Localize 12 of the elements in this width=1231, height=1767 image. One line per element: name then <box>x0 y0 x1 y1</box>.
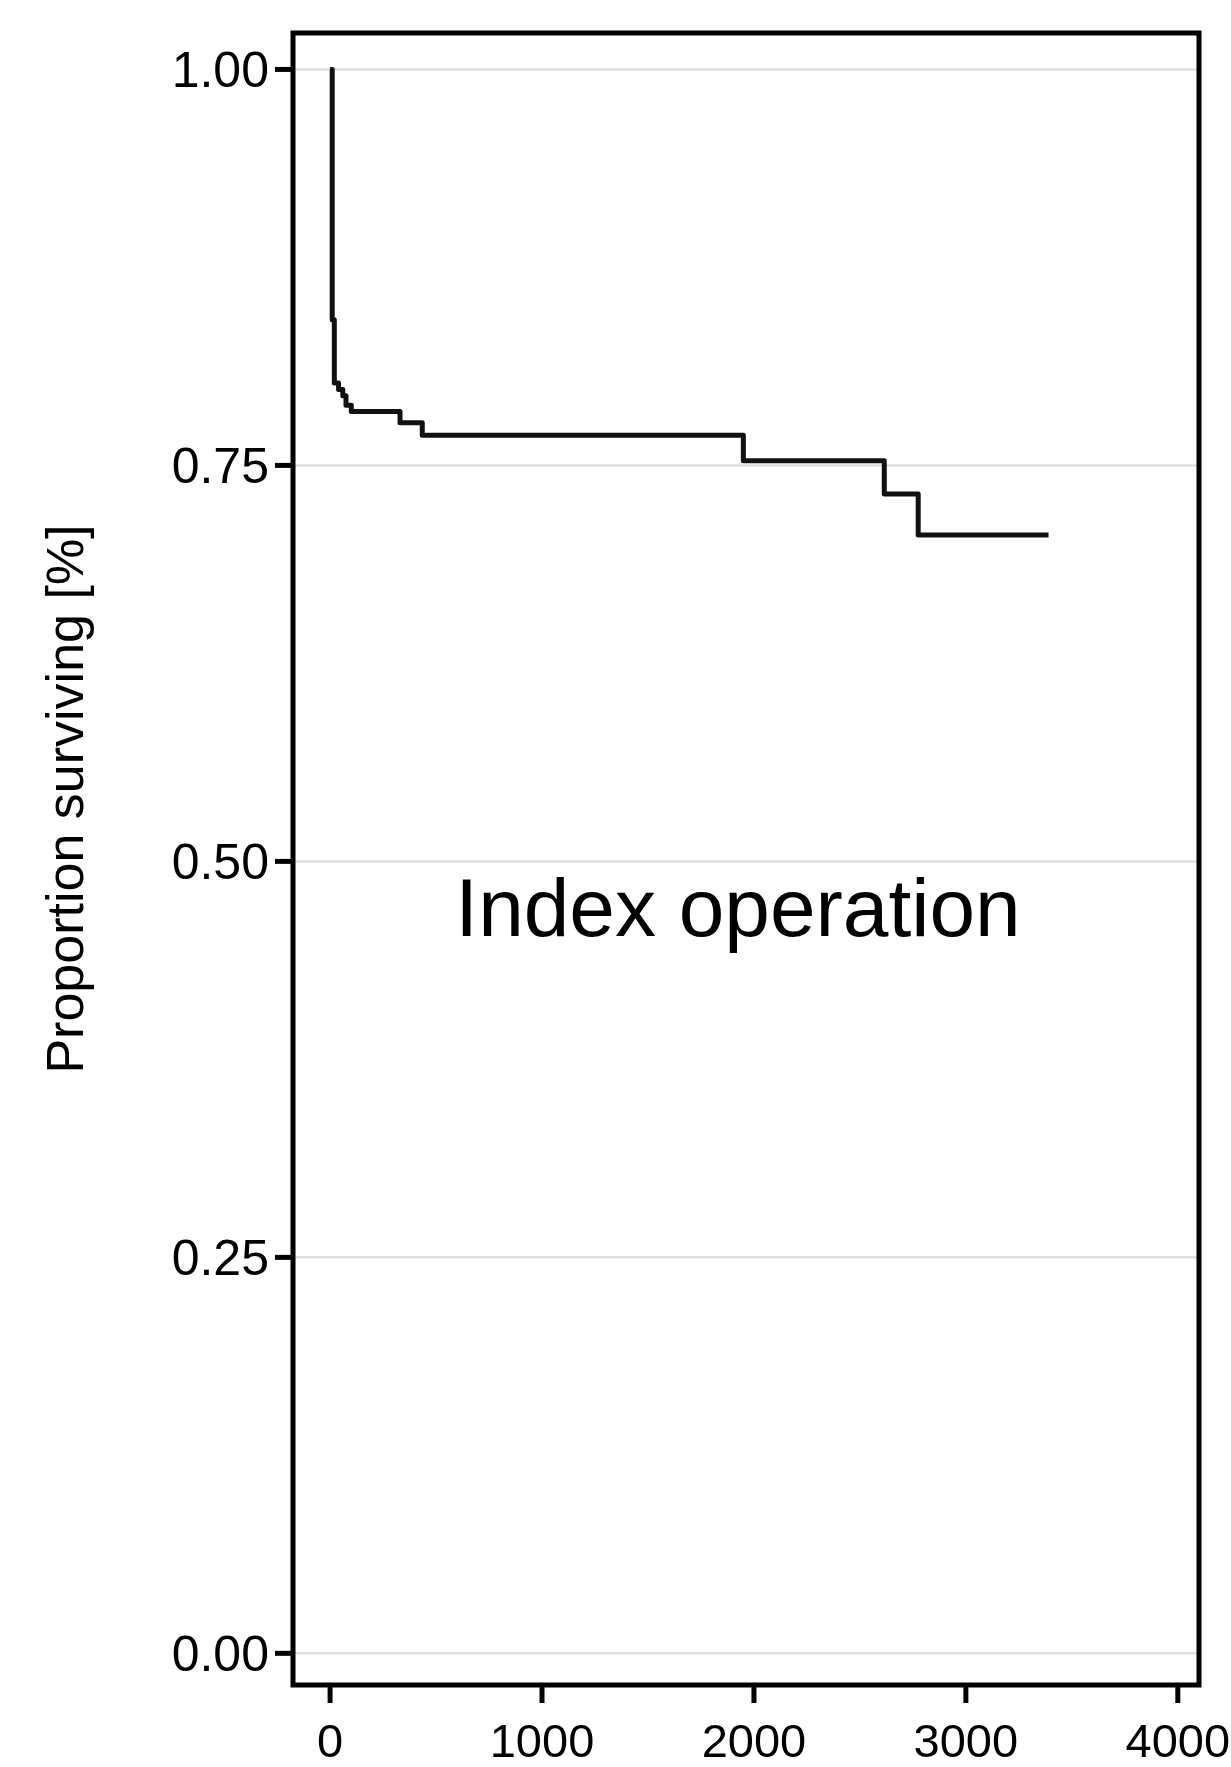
y-tick-label: 0.75 <box>171 437 269 494</box>
y-tick-label: 0.00 <box>171 1625 269 1682</box>
y-axis-title: Proportion surviving [%] <box>36 524 94 1074</box>
y-tick-label: 0.50 <box>171 833 269 890</box>
x-tick-label: 2000 <box>701 1714 807 1767</box>
x-tick-label: 3000 <box>913 1714 1019 1767</box>
x-tick-label: 1000 <box>489 1714 595 1767</box>
y-tick-label: 0.25 <box>171 1229 269 1286</box>
x-tick-label: 4000 <box>1125 1714 1231 1767</box>
y-tick-label: 1.00 <box>171 41 269 98</box>
x-tick-label: 0 <box>317 1714 344 1767</box>
annotation: Index operation <box>455 862 1021 953</box>
